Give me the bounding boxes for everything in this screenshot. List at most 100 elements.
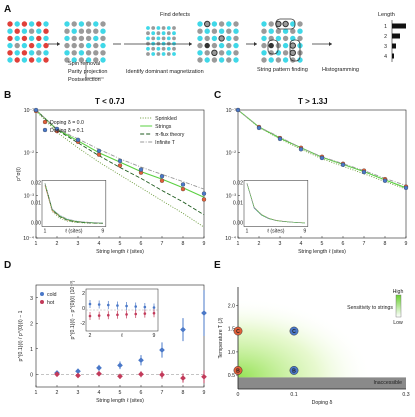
inset-y-tick: 0.02 (31, 180, 41, 186)
lattice-site (297, 35, 303, 42)
x-axis-label: Doping δ (312, 400, 333, 406)
panel-b: B T < 0.7J 1 2 3 4 5 6 7 8 9 10⁻¹ 10⁻² 10⁻³ 10⁻⁴ Stri… (4, 90, 207, 255)
legend-entry: Strings (155, 124, 172, 130)
lattice-site (289, 49, 296, 56)
inset-y-tick: 2 (82, 291, 85, 297)
x-tick-label: 2 (56, 241, 59, 247)
lattice-site (156, 36, 161, 41)
lattice-site (268, 57, 274, 63)
y-tick-label: 3 (30, 296, 33, 302)
lattice-site (268, 28, 274, 34)
lattice-site (204, 57, 210, 63)
panel-a: A Spin removal Parity projection Postsel… (4, 4, 406, 83)
lattice-site (156, 31, 161, 36)
lattice-site (7, 21, 13, 27)
lattice-site (156, 52, 161, 56)
lattice-site (28, 21, 35, 27)
lattice-site (93, 35, 99, 42)
panel-label-b: B (4, 90, 11, 101)
data-point (117, 362, 123, 369)
x-tick-label: 4 (98, 241, 101, 247)
lattice-site (211, 42, 218, 49)
x-tick-label: 7 (161, 390, 164, 396)
lattice-site (226, 42, 232, 49)
lattice-site (297, 57, 303, 63)
x-tick-label: 4 (300, 241, 303, 247)
inset-point (116, 304, 119, 307)
x-tick-label: 8 (182, 241, 185, 247)
lattice-site (233, 50, 239, 56)
lattice-site (7, 35, 13, 42)
x-tick-label: 1 (35, 241, 38, 247)
lattice-site (268, 21, 274, 27)
lattice-site (226, 21, 232, 27)
lattice-site (211, 49, 218, 56)
data-point (33, 107, 39, 113)
inset-frame (41, 180, 107, 227)
y-tick-label: 2 (30, 321, 33, 327)
lattice-site (85, 28, 92, 34)
lattice-strings (261, 18, 303, 63)
data-point (117, 158, 123, 164)
data-point (75, 372, 81, 379)
series-line (237, 109, 407, 186)
lattice-site (146, 46, 150, 51)
y-axis-label: p^{0.1}(ℓ) / p^{0}(ℓ) − 1 (18, 310, 24, 361)
hist-bar (392, 23, 406, 29)
x-axis-label: String length ℓ (sites) (96, 249, 144, 255)
x-tick-label: 8 (182, 390, 185, 396)
lattice-site (14, 21, 20, 27)
lattice-site (290, 28, 296, 34)
legend-entry: Doping δ = 0.1 (50, 128, 84, 134)
colorbar-title: Sensitivity to strings (347, 305, 393, 311)
y-tick-label: 0 (30, 372, 33, 378)
lattice-site (197, 28, 203, 34)
hist-tick: 1 (384, 24, 387, 30)
x-tick-label: 1 (35, 390, 38, 396)
lattice-site (290, 21, 296, 27)
data-point (117, 373, 123, 380)
lattice-defects (197, 20, 239, 63)
legend-entry: cold (47, 292, 57, 298)
inset-point (97, 314, 101, 317)
y-tick-label: 10⁻³ (226, 193, 237, 199)
data-point (235, 107, 241, 113)
lattice-site (43, 57, 49, 63)
lattice-site (85, 57, 92, 63)
plot-d: 1 2 3 4 5 6 7 8 9 0 1 2 3 String length ℓ (sites) p^{0… (18, 280, 207, 404)
lattice-site (43, 28, 49, 34)
x-tick-label: 3 (77, 390, 80, 396)
lattice-site (172, 46, 176, 51)
lattice-site (197, 21, 203, 27)
inaccessible-region (238, 377, 406, 389)
lattice-site (261, 35, 267, 42)
lattice-spin-removed (64, 21, 106, 63)
data-point (96, 148, 102, 154)
lattice-site (64, 21, 70, 27)
lattice-site (172, 36, 176, 41)
lattice-site (211, 28, 218, 34)
regime-marker (289, 326, 299, 336)
lattice-site (7, 28, 13, 34)
x-tick-label: 0 (237, 392, 240, 398)
hist-tick: 3 (384, 44, 387, 50)
lattice-site (28, 42, 35, 49)
step1-line1: Spin removal (68, 61, 100, 67)
lattice-site (78, 28, 85, 34)
inset-y-tick: 0.02 (233, 180, 243, 186)
data-point (319, 155, 325, 161)
lattice-site (161, 36, 166, 41)
lattice-site (261, 42, 267, 49)
regime-marker-label: C (236, 329, 240, 335)
inset-y-tick: 0.01 (233, 200, 243, 206)
x-axis-label: String length ℓ (sites) (96, 398, 144, 404)
lattice-site (161, 26, 166, 30)
inset-y-label: p^{0.1}(ℓ) − p^{0}(ℓ) (10⁻³) (70, 280, 76, 339)
lattice-site (21, 28, 28, 34)
lattice-site (28, 35, 35, 42)
legend-marker (40, 292, 44, 296)
x-tick-label: 5 (321, 241, 324, 247)
lattice-site (85, 21, 92, 27)
data-point (159, 347, 165, 353)
